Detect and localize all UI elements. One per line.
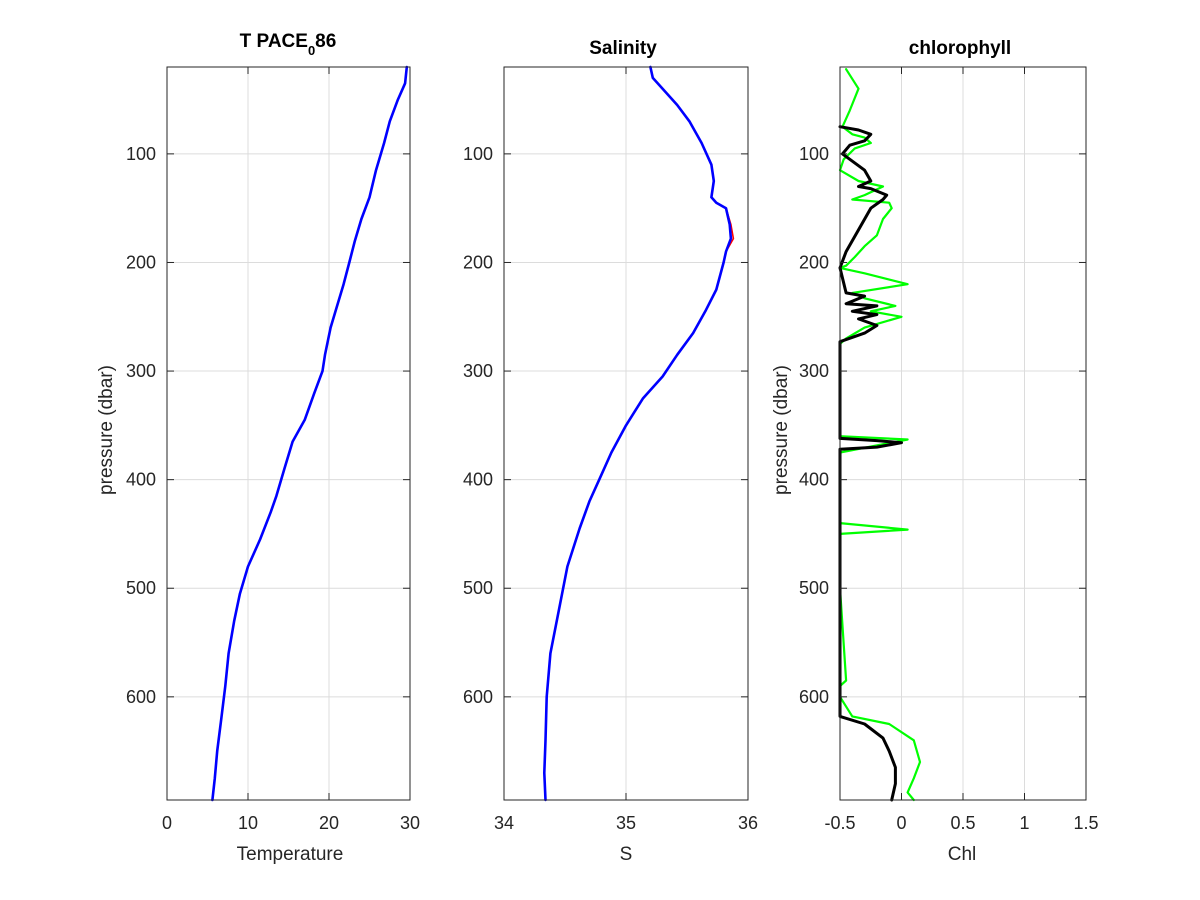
y-tick-label: 300 <box>799 361 829 381</box>
y-tick-label: 500 <box>126 578 156 598</box>
y-tick-label: 100 <box>126 144 156 164</box>
x-tick-label: 35 <box>616 813 636 833</box>
x-tick-label: 30 <box>400 813 420 833</box>
y-tick-label: 100 <box>463 144 493 164</box>
chlorophyll-panel: chlorophyll Chl pressure (dbar) -0.5 0 0.5… <box>771 38 1099 865</box>
y-tick-label: 600 <box>799 687 829 707</box>
axes-box <box>166 66 411 801</box>
profile-line <box>542 65 733 802</box>
x-axis-label: S <box>620 844 633 865</box>
x-tick-label: 10 <box>238 813 258 833</box>
profile-line <box>211 65 409 802</box>
y-axis-label: pressure (dbar) <box>96 365 117 495</box>
x-tick-label: 1.5 <box>1073 813 1098 833</box>
y-tick-label: 300 <box>126 361 156 381</box>
salinity-panel: Salinity S 34 35 36 100 200 300 400 500 600 <box>463 38 758 865</box>
y-tick-label: 300 <box>463 361 493 381</box>
x-tick-label: 0 <box>896 813 906 833</box>
y-tick-label: 400 <box>126 470 156 490</box>
y-tick-label: 500 <box>799 578 829 598</box>
chlorophyll-title: chlorophyll <box>909 38 1011 59</box>
y-tick-label: 500 <box>463 578 493 598</box>
y-tick-label: 200 <box>799 252 829 272</box>
title-main: T PACE <box>240 31 308 52</box>
raw-data-line <box>838 68 922 802</box>
x-tick-label: 0.5 <box>950 813 975 833</box>
salinity-title: Salinity <box>589 38 657 59</box>
y-tick-label: 400 <box>799 470 829 490</box>
x-tick-label: 36 <box>738 813 758 833</box>
y-tick-label: 600 <box>126 687 156 707</box>
y-tick-label: 400 <box>463 470 493 490</box>
title-tail: 86 <box>315 31 336 52</box>
y-tick-label: 600 <box>463 687 493 707</box>
x-axis-label: Chl <box>948 844 977 865</box>
x-tick-label: 34 <box>494 813 514 833</box>
y-axis-label: pressure (dbar) <box>771 365 792 495</box>
x-tick-label: 1 <box>1019 813 1029 833</box>
x-axis-label: Temperature <box>237 844 344 865</box>
x-tick-label: 20 <box>319 813 339 833</box>
y-tick-label: 200 <box>126 252 156 272</box>
x-tick-label: -0.5 <box>824 813 855 833</box>
y-tick-label: 200 <box>463 252 493 272</box>
x-tick-label: 0 <box>162 813 172 833</box>
title-subscript: 0 <box>308 43 315 58</box>
y-tick-label: 100 <box>799 144 829 164</box>
temperature-title: T PACE086 <box>240 31 337 58</box>
